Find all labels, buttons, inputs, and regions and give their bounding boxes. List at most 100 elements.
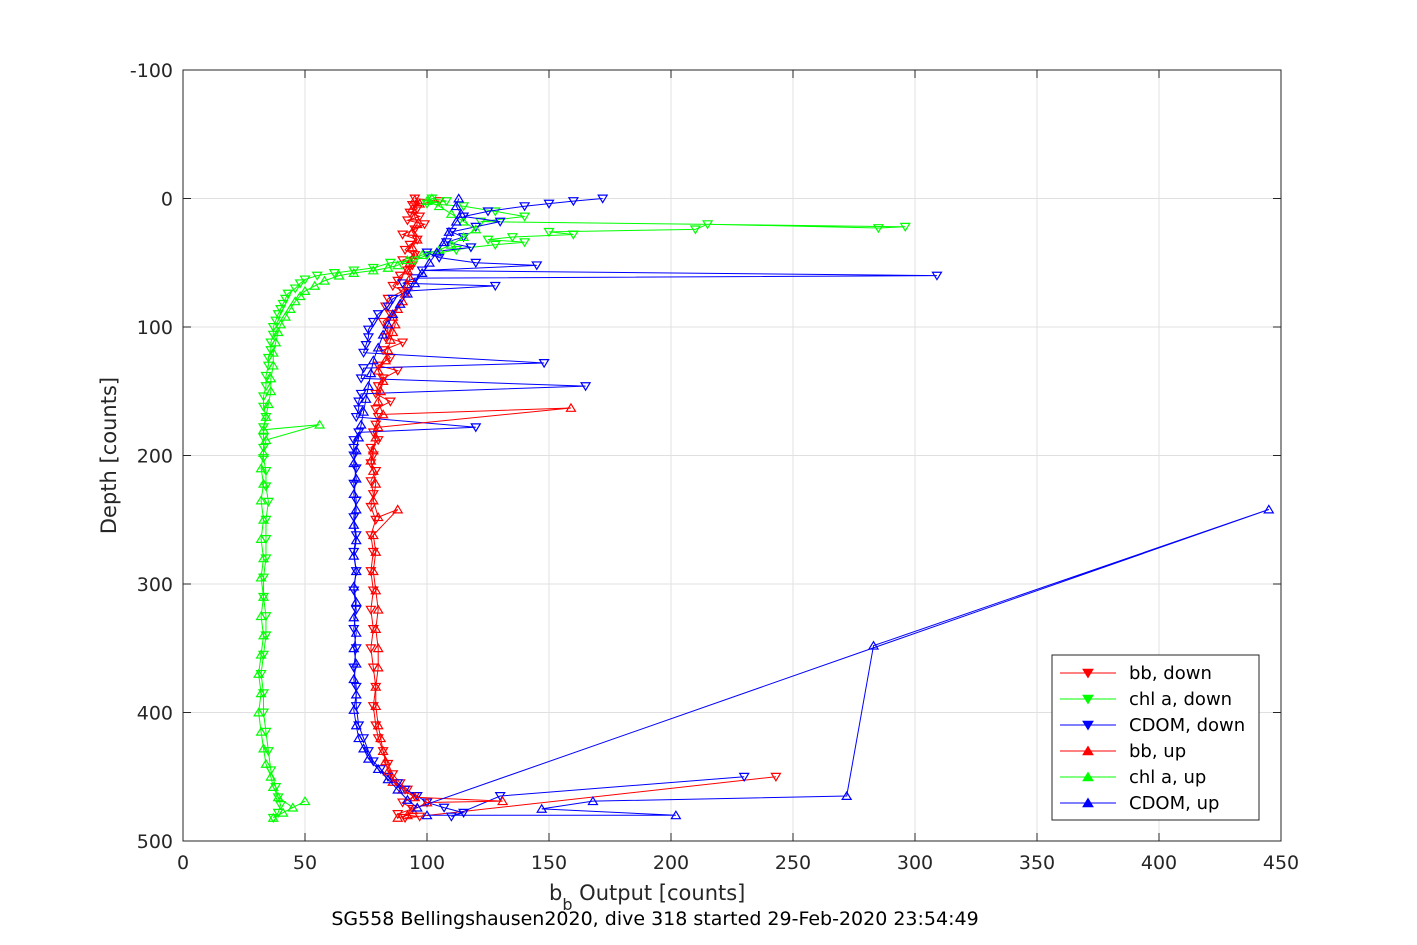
data-point xyxy=(348,612,360,622)
data-point xyxy=(284,303,296,313)
data-point xyxy=(367,529,379,540)
data-point xyxy=(370,681,382,691)
data-point xyxy=(289,296,301,306)
data-point xyxy=(272,792,284,802)
data-point xyxy=(702,220,714,230)
data-point xyxy=(267,360,279,370)
data-point xyxy=(931,271,943,281)
data-point xyxy=(409,278,421,288)
series-line xyxy=(370,199,572,819)
data-point xyxy=(289,284,301,294)
series-chl-a-up xyxy=(253,193,482,822)
data-point xyxy=(397,279,409,289)
data-point xyxy=(458,231,470,242)
data-point xyxy=(260,371,272,382)
data-point xyxy=(387,326,399,337)
data-point xyxy=(350,720,362,730)
x-tick-label: 200 xyxy=(653,852,689,874)
data-point xyxy=(253,707,265,717)
data-point xyxy=(411,218,423,229)
data-point xyxy=(406,804,418,815)
data-point xyxy=(270,337,282,347)
data-point xyxy=(372,361,384,371)
data-point xyxy=(348,643,360,653)
data-point xyxy=(431,247,443,257)
data-point xyxy=(260,758,272,768)
data-point xyxy=(406,242,418,252)
data-point xyxy=(450,216,462,226)
data-point xyxy=(401,216,414,226)
data-point xyxy=(438,236,450,247)
data-point xyxy=(423,257,436,267)
data-point xyxy=(257,392,270,402)
data-point xyxy=(367,317,379,328)
data-point xyxy=(470,423,482,433)
legend-marker xyxy=(1082,720,1094,731)
data-point xyxy=(309,280,321,290)
data-point xyxy=(348,547,360,558)
data-point xyxy=(365,605,377,615)
data-point xyxy=(370,478,382,488)
data-point xyxy=(482,207,494,217)
data-point xyxy=(260,434,272,445)
data-point xyxy=(580,382,592,392)
data-point xyxy=(382,344,394,355)
data-point xyxy=(387,294,399,304)
data-point xyxy=(348,451,360,461)
data-point xyxy=(314,419,326,429)
data-point xyxy=(367,355,379,365)
data-point xyxy=(455,208,467,218)
data-point xyxy=(531,261,543,271)
data-point xyxy=(350,535,362,545)
data-point xyxy=(370,700,382,711)
data-point xyxy=(404,240,416,250)
data-point xyxy=(401,794,414,804)
data-point xyxy=(355,374,367,384)
data-point xyxy=(489,281,501,292)
x-tick-label: 100 xyxy=(409,852,445,874)
data-point xyxy=(497,795,509,806)
data-point xyxy=(257,423,270,433)
data-point xyxy=(506,233,518,243)
data-point xyxy=(409,249,421,260)
data-point xyxy=(867,640,880,650)
series-layer xyxy=(253,193,1275,824)
data-point xyxy=(365,368,377,378)
data-point xyxy=(360,393,372,403)
data-point xyxy=(362,380,375,391)
data-point xyxy=(318,275,331,285)
data-point xyxy=(470,258,482,268)
data-point xyxy=(348,479,360,489)
data-point xyxy=(438,803,450,813)
data-point xyxy=(387,308,399,319)
data-point xyxy=(872,224,884,234)
data-point xyxy=(377,329,389,339)
data-point xyxy=(265,386,277,396)
data-point xyxy=(350,473,362,483)
data-point xyxy=(372,310,384,320)
legend-label: chl a, down xyxy=(1129,689,1232,710)
data-point xyxy=(406,203,418,213)
legend-box xyxy=(1051,654,1260,821)
data-point xyxy=(397,338,409,348)
data-point xyxy=(841,790,853,800)
data-point xyxy=(360,341,372,351)
data-point xyxy=(401,288,414,298)
data-point xyxy=(267,323,279,333)
data-point xyxy=(372,342,384,352)
data-point xyxy=(372,662,384,672)
data-point xyxy=(348,581,360,591)
x-tick-label: 250 xyxy=(775,852,811,874)
data-point xyxy=(275,305,287,315)
data-point xyxy=(299,795,311,806)
data-point xyxy=(362,753,375,763)
data-point xyxy=(350,658,362,668)
data-point xyxy=(404,272,416,283)
legend-label: bb, down xyxy=(1129,663,1212,684)
data-point xyxy=(384,397,396,407)
data-point xyxy=(401,810,414,820)
data-point xyxy=(536,803,548,813)
data-point xyxy=(567,197,579,207)
data-point xyxy=(538,359,550,369)
data-point xyxy=(277,807,289,817)
